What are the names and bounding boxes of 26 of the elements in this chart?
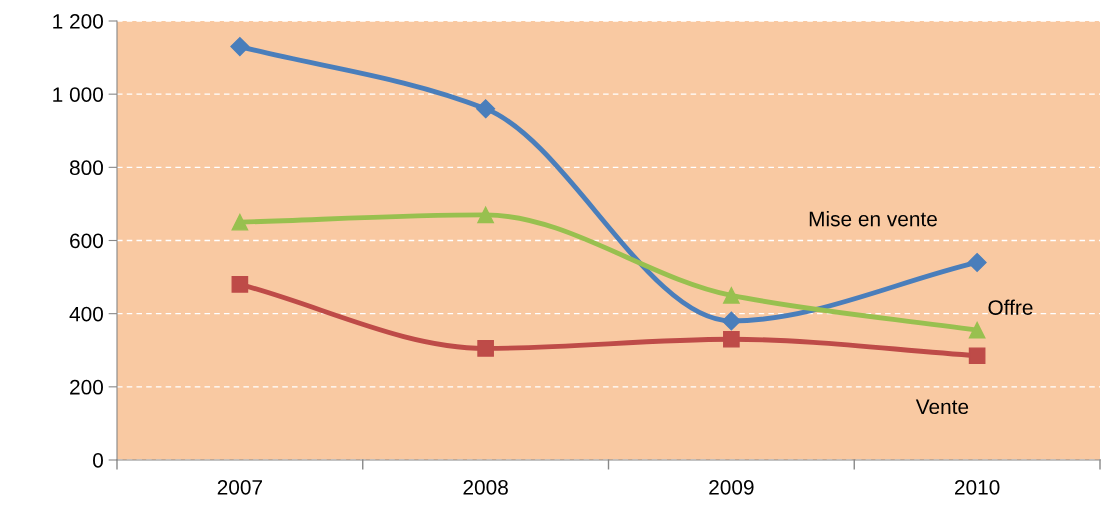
point [968,321,986,339]
point [723,330,740,348]
point [477,206,494,224]
x-tick-label: 2007 [217,479,262,495]
point [230,37,250,57]
y-tick-label: 800 [69,160,103,176]
x-tick-label: 2008 [463,479,508,495]
y-tick-label: 400 [69,306,103,322]
point [721,311,741,331]
series-label: Vente [915,399,969,415]
point [723,287,740,304]
y-tick-label: 1 200 [53,14,103,29]
point [231,213,249,231]
x-tick-label: 2010 [955,479,1000,495]
series-label: Offre [988,299,1033,315]
point [476,99,496,119]
y-tick-label: 200 [70,379,103,395]
y-tick-label: 0 [93,453,103,468]
point [477,340,494,357]
point [231,276,249,293]
point [968,347,986,365]
text: Mise en vente [809,211,937,227]
x-tick-label: 2009 [709,479,754,495]
y-tick-label: 1 000 [53,87,103,102]
y-tick-label: 600 [70,233,103,249]
point [967,252,987,272]
